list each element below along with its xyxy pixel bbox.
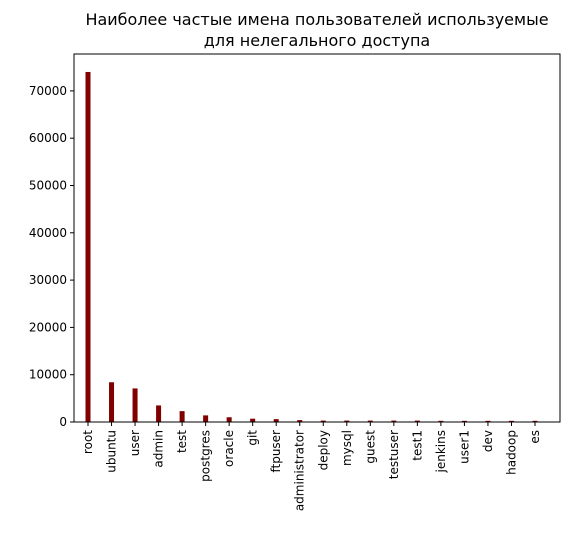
- x-tick-label-dev: dev: [481, 430, 495, 452]
- bar-es: [532, 420, 538, 422]
- y-tick-label: 10000: [29, 368, 67, 382]
- x-tick-label-user1: user1: [457, 430, 471, 464]
- y-tick-label: 0: [59, 415, 67, 429]
- x-tick-label-administrator: administrator: [293, 430, 307, 511]
- y-tick-label: 20000: [29, 320, 67, 334]
- x-tick-label-user: user: [128, 430, 142, 456]
- y-tick-label: 40000: [29, 226, 67, 240]
- chart-title-line-1: Наиболее частые имена пользователей испо…: [85, 10, 548, 29]
- bar-deploy: [320, 420, 326, 422]
- bar-testuser: [391, 420, 397, 422]
- bar-test: [179, 411, 185, 422]
- bar-administrator: [297, 420, 303, 422]
- y-tick-label: 50000: [29, 178, 67, 192]
- bar-jenkins: [438, 420, 444, 422]
- x-tick-label-admin: admin: [152, 430, 166, 468]
- x-tick-label-test: test: [175, 430, 189, 453]
- y-tick-label: 30000: [29, 273, 67, 287]
- x-tick-label-testuser: testuser: [387, 430, 401, 479]
- bar-test1: [414, 420, 420, 422]
- x-tick-label-guest: guest: [363, 430, 377, 464]
- bar-user1: [461, 420, 467, 422]
- y-tick-label: 70000: [29, 84, 67, 98]
- bar-user: [132, 388, 138, 422]
- plot-frame: [73, 53, 561, 423]
- y-tick-label: 60000: [29, 131, 67, 145]
- bar-git: [250, 418, 256, 422]
- x-tick-label-oracle: oracle: [222, 430, 236, 467]
- chart-title-line-2: для нелегального доступа: [204, 31, 430, 50]
- bar-root: [85, 71, 91, 422]
- bar-mysql: [344, 420, 350, 422]
- x-tick-label-postgres: postgres: [199, 430, 213, 482]
- bar-postgres: [203, 415, 209, 422]
- bar-hadoop: [508, 420, 514, 422]
- x-tick-label-ftpuser: ftpuser: [269, 430, 283, 473]
- plot-area: 0 10000 20000 30000 40000 50000 60000 70000 root…: [29, 53, 561, 511]
- bar-oracle: [226, 417, 232, 422]
- x-tick-label-jenkins: jenkins: [434, 430, 448, 473]
- x-tick-label-root: root: [81, 430, 95, 454]
- bar-guest: [367, 420, 373, 422]
- x-tick-label-hadoop: hadoop: [504, 430, 518, 475]
- bar-ubuntu: [109, 382, 115, 422]
- bar-dev: [485, 420, 491, 422]
- x-tick-label-ubuntu: ubuntu: [105, 430, 119, 473]
- x-tick-label-mysql: mysql: [340, 430, 354, 466]
- bar-ftpuser: [273, 419, 279, 422]
- x-tick-label-test1: test1: [410, 430, 424, 461]
- bar-admin: [156, 405, 162, 422]
- x-tick-label-git: git: [246, 430, 260, 446]
- x-tick-label-deploy: deploy: [316, 430, 330, 470]
- x-tick-label-es: es: [528, 430, 542, 444]
